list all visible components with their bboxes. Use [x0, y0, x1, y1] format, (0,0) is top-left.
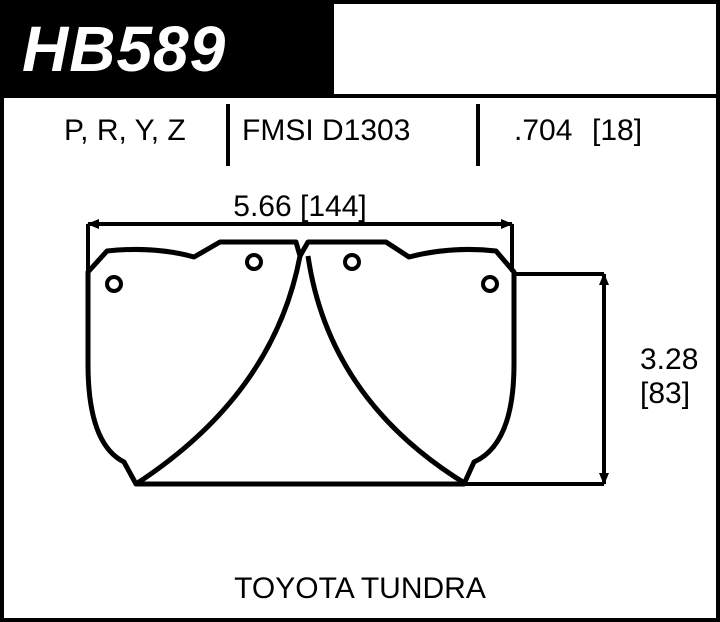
thickness-mm: [18]	[592, 114, 642, 148]
pad-outline	[88, 242, 514, 484]
separator-2	[476, 104, 480, 166]
mounting-hole	[483, 277, 497, 291]
pad-inner-divider	[136, 256, 466, 484]
top-rule	[4, 94, 716, 98]
mounting-hole	[247, 255, 261, 269]
compounds: P, R, Y, Z	[64, 114, 186, 148]
spec-row: P, R, Y, Z FMSI D1303 .704 [18]	[4, 114, 716, 174]
width-label: 5.66 [144]	[233, 190, 366, 223]
spec-card: HB589 P, R, Y, Z FMSI D1303 .704 [18]	[0, 0, 720, 622]
part-number: HB589	[22, 13, 226, 85]
separator-1	[226, 104, 230, 166]
mounting-holes	[107, 255, 497, 291]
diagram-area: 5.66 [144] 3.28 [83]	[4, 184, 716, 618]
thickness-in: .704	[514, 114, 572, 148]
fmsi-code: FMSI D1303	[242, 114, 410, 148]
height-mm: [83]	[640, 377, 690, 410]
height-in: 3.28	[640, 343, 698, 376]
vehicle-label: TOYOTA TUNDRA	[4, 572, 716, 606]
mounting-hole	[107, 277, 121, 291]
part-number-header: HB589	[4, 4, 334, 94]
brake-pad-diagram: 5.66 [144] 3.28 [83]	[4, 184, 716, 564]
mounting-hole	[345, 255, 359, 269]
height-dimension: 3.28 [83]	[464, 274, 698, 484]
